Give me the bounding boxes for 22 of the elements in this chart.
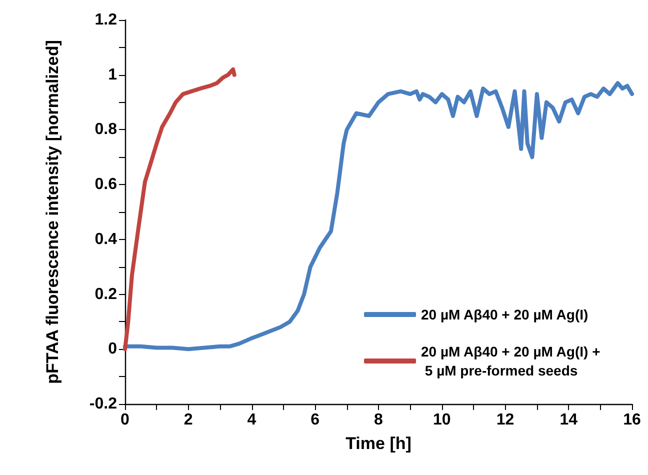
x-tick-label: 0 <box>120 412 130 428</box>
x-tick-label: 16 <box>623 412 641 428</box>
line-series <box>123 67 236 352</box>
x-tick-label: 2 <box>184 412 193 428</box>
x-tick-label: 10 <box>432 412 451 428</box>
y-tick-label: 0.8 <box>94 121 118 138</box>
y-tick-label: -0.2 <box>89 396 118 412</box>
y-tick-label: 1.2 <box>94 12 118 28</box>
y-tick-label: 0.2 <box>94 286 118 303</box>
x-tick-label: 4 <box>247 412 256 428</box>
y-axis-title: pFTAA fluorescence intensity [normalized] <box>43 40 62 384</box>
y-tick-label: 0 <box>108 340 118 358</box>
x-tick-label: 6 <box>310 412 320 428</box>
x-tick-label: 12 <box>496 412 514 428</box>
legend-label: 20 µM Aβ40 + 20 µM Ag(I) + 5 µM pre-formed seeds <box>421 344 600 378</box>
x-tick-label: 14 <box>560 412 578 428</box>
x-axis-title: Time [h] <box>346 434 412 453</box>
y-tick-label: 0.6 <box>94 176 118 194</box>
y-tick-label: 0.4 <box>94 230 118 248</box>
legend-label: 20 µM Aβ40 + 20 µM Ag(I) <box>421 306 588 322</box>
x-tick-label: 8 <box>374 412 384 428</box>
y-tick-label: 1 <box>108 66 118 84</box>
